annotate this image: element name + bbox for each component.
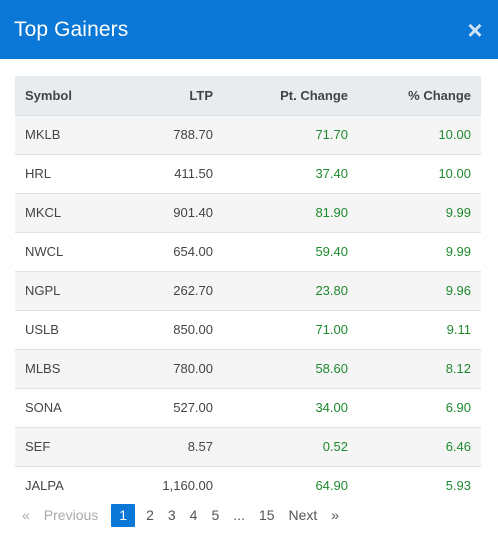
table-row: USLB 850.00 71.00 9.11	[15, 310, 481, 349]
cell-symbol: SEF	[25, 439, 51, 454]
cell-pt-change: 81.90	[315, 205, 348, 220]
cell-symbol: MKCL	[25, 205, 62, 220]
page-4-button[interactable]: 4	[189, 507, 198, 523]
cell-ltp: 850.00	[173, 322, 213, 337]
cell-pt-change: 58.60	[315, 361, 348, 376]
cell-pct-change: 10.00	[438, 127, 471, 142]
cell-symbol: SONA	[25, 400, 62, 415]
cell-pt-change: 34.00	[315, 400, 348, 415]
table-row: MLBS 780.00 58.60 8.12	[15, 349, 481, 388]
pagination: « Previous 1 2 3 4 5 ... 15 Next »	[15, 504, 346, 527]
table-row: JALPA 1,160.00 64.90 5.93	[15, 466, 481, 505]
header-row: Symbol LTP Pt. Change % Change	[15, 76, 481, 115]
table-row: MKLB 788.70 71.70 10.00	[15, 115, 481, 154]
cell-ltp: 262.70	[173, 283, 213, 298]
cell-symbol: MKLB	[25, 127, 61, 142]
cell-pt-change: 59.40	[315, 244, 348, 259]
previous-button: Previous	[43, 507, 99, 523]
cell-pct-change: 9.99	[445, 244, 471, 259]
table-row: SEF 8.57 0.52 6.46	[15, 427, 481, 466]
pagination-ellipsis: ...	[233, 507, 245, 523]
cell-ltp: 527.00	[173, 400, 213, 415]
table-row: SONA 527.00 34.00 6.90	[15, 388, 481, 427]
cell-ltp: 788.70	[173, 127, 213, 142]
next-button[interactable]: Next	[288, 507, 318, 523]
last-page-icon[interactable]: »	[331, 507, 340, 523]
cell-ltp: 8.57	[187, 439, 213, 454]
modal-header: Top Gainers ×	[0, 0, 498, 59]
cell-ltp: 901.40	[173, 205, 213, 220]
cell-pt-change: 0.52	[322, 439, 348, 454]
header-ltp[interactable]: LTP	[189, 87, 213, 103]
first-page-icon: «	[22, 507, 30, 523]
table-row: MKCL 901.40 81.90 9.99	[15, 193, 481, 232]
cell-ltp: 1,160.00	[162, 478, 213, 494]
cell-pct-change: 8.12	[445, 361, 471, 376]
cell-ltp: 780.00	[173, 361, 213, 376]
close-icon[interactable]: ×	[467, 14, 483, 45]
page-1-button[interactable]: 1	[111, 504, 136, 527]
cell-symbol: MLBS	[25, 361, 61, 376]
header-pt-change[interactable]: Pt. Change	[280, 87, 348, 103]
cell-pct-change: 6.90	[445, 400, 471, 415]
cell-pct-change: 10.00	[438, 166, 471, 181]
cell-symbol: HRL	[25, 166, 52, 181]
table-row: NWCL 654.00 59.40 9.99	[15, 232, 481, 271]
cell-symbol: NGPL	[25, 283, 61, 298]
header-pct-change[interactable]: % Change	[408, 87, 471, 103]
page-3-button[interactable]: 3	[167, 507, 176, 523]
cell-pt-change: 71.70	[315, 127, 348, 142]
page-15-button[interactable]: 15	[258, 507, 275, 523]
page-5-button[interactable]: 5	[211, 507, 220, 523]
cell-pct-change: 9.11	[446, 322, 471, 337]
gainers-table-container: Symbol LTP Pt. Change % Change MKLB 788.…	[15, 76, 481, 505]
cell-symbol: NWCL	[25, 244, 64, 259]
cell-pt-change: 64.90	[315, 478, 348, 494]
table-row: NGPL 262.70 23.80 9.96	[15, 271, 481, 310]
cell-pt-change: 37.40	[315, 166, 348, 181]
cell-ltp: 411.50	[174, 166, 213, 181]
cell-symbol: USLB	[25, 322, 59, 337]
cell-pct-change: 5.93	[445, 478, 471, 494]
cell-pct-change: 9.99	[445, 205, 471, 220]
modal-title: Top Gainers	[14, 17, 129, 41]
cell-pct-change: 9.96	[445, 283, 471, 298]
table-row: HRL 411.50 37.40 10.00	[15, 154, 481, 193]
header-symbol[interactable]: Symbol	[25, 87, 72, 103]
cell-pt-change: 71.00	[315, 322, 348, 337]
cell-pct-change: 6.46	[445, 439, 471, 454]
table-body: MKLB 788.70 71.70 10.00 HRL 411.50 37.40…	[15, 115, 481, 505]
gainers-table: Symbol LTP Pt. Change % Change MKLB 788.…	[15, 76, 481, 505]
cell-ltp: 654.00	[173, 244, 213, 259]
table-header: Symbol LTP Pt. Change % Change	[15, 76, 481, 115]
cell-symbol: JALPA	[25, 478, 64, 494]
page-2-button[interactable]: 2	[146, 507, 154, 523]
cell-pt-change: 23.80	[315, 283, 348, 298]
